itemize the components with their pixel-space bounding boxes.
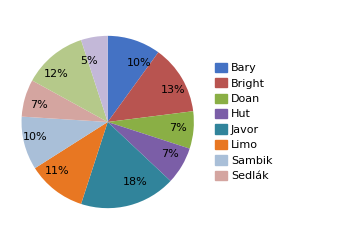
- Wedge shape: [81, 122, 171, 208]
- Wedge shape: [108, 122, 190, 181]
- Text: 18%: 18%: [123, 177, 148, 187]
- Wedge shape: [108, 52, 193, 122]
- Wedge shape: [81, 36, 108, 122]
- Text: 13%: 13%: [161, 85, 186, 95]
- Text: 11%: 11%: [45, 166, 70, 176]
- Text: 5%: 5%: [80, 56, 98, 66]
- Legend: Bary, Bright, Doan, Hut, Javor, Limo, Sambik, Sedlák: Bary, Bright, Doan, Hut, Javor, Limo, Sa…: [215, 63, 272, 181]
- Text: 10%: 10%: [127, 58, 151, 68]
- Wedge shape: [35, 122, 108, 204]
- Text: 7%: 7%: [161, 149, 179, 159]
- Wedge shape: [22, 117, 108, 168]
- Wedge shape: [108, 111, 194, 149]
- Text: 7%: 7%: [169, 123, 187, 133]
- Text: 12%: 12%: [43, 69, 68, 79]
- Wedge shape: [32, 40, 108, 122]
- Wedge shape: [108, 36, 158, 122]
- Text: 7%: 7%: [31, 100, 48, 110]
- Wedge shape: [22, 81, 108, 122]
- Text: 10%: 10%: [23, 132, 48, 142]
